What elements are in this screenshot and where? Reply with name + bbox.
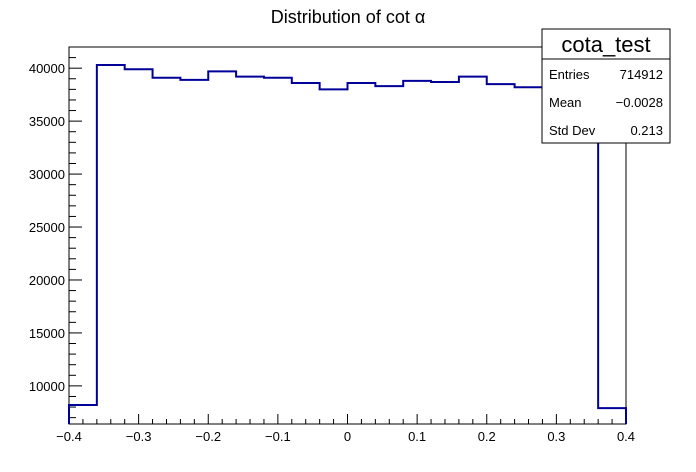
stats-mean-label: Mean	[549, 95, 582, 110]
histogram-bin	[292, 83, 320, 424]
stats-entries-value: 714912	[620, 67, 663, 82]
stats-stddev-value: 0.213	[630, 123, 663, 138]
stats-mean-value: −0.0028	[616, 95, 663, 110]
histogram-bin	[320, 89, 348, 424]
histogram-bin	[180, 80, 208, 424]
x-tick-label: 0.2	[478, 429, 496, 444]
y-tick-label: 40000	[29, 61, 65, 76]
histogram-bin	[153, 78, 181, 424]
x-tick-label: −0.3	[126, 429, 152, 444]
y-tick-label: 20000	[29, 273, 65, 288]
x-tick-label: 0	[344, 429, 351, 444]
stats-box: cota_test Entries 714912 Mean −0.0028 St…	[541, 28, 671, 144]
x-tick-label: −0.2	[195, 429, 221, 444]
histogram-bin	[264, 78, 292, 424]
y-tick-label: 25000	[29, 220, 65, 235]
stats-entries-label: Entries	[549, 67, 590, 82]
x-tick-label: −0.1	[265, 429, 291, 444]
histogram-bin	[208, 71, 236, 424]
stats-box-frame	[541, 28, 671, 144]
histogram-bin	[515, 87, 543, 424]
x-tick-label: −0.4	[56, 429, 82, 444]
chart-title: Distribution of cot α	[271, 7, 425, 27]
histogram-bin	[487, 84, 515, 424]
y-tick-label: 30000	[29, 167, 65, 182]
histogram-bin	[459, 77, 487, 424]
histogram-bin	[375, 86, 403, 424]
y-tick-label: 10000	[29, 379, 65, 394]
y-tick-label: 35000	[29, 114, 65, 129]
histogram-bin	[97, 65, 125, 424]
x-tick-label: 0.4	[617, 429, 635, 444]
histogram-bin	[403, 81, 431, 424]
histogram-bin	[236, 77, 264, 424]
histogram-bin	[431, 82, 459, 424]
x-tick-label: 0.3	[547, 429, 565, 444]
stats-stddev-label: Std Dev	[549, 123, 596, 138]
x-tick-label: 0.1	[408, 429, 426, 444]
stats-box-name: cota_test	[561, 32, 650, 57]
histogram-bin	[125, 69, 153, 424]
axes: −0.4 −0.3 −0.2 −0.1 0 0.1 0.2 0.3 0.4 10000 15000 2…	[29, 46, 635, 444]
histogram-bin	[348, 83, 376, 424]
y-tick-label: 15000	[29, 326, 65, 341]
